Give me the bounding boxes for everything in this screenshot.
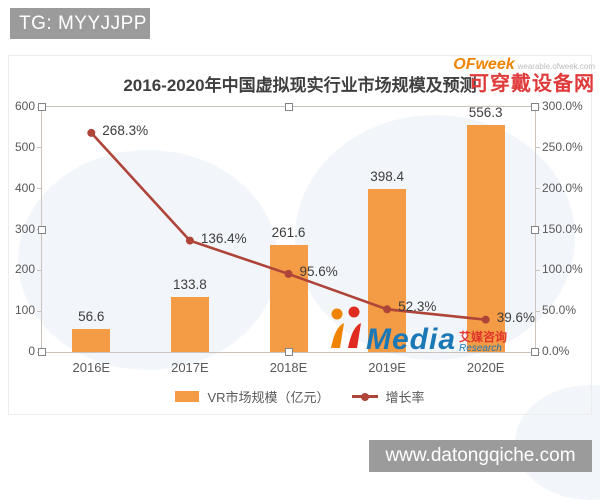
right-axis-tick-label: 250.0% (542, 139, 583, 154)
line-value-label: 136.4% (200, 230, 247, 246)
line-value-label: 95.6% (299, 263, 338, 279)
right-axis-tick (535, 147, 540, 149)
legend-line-label: 增长率 (385, 390, 425, 405)
selection-handle[interactable] (531, 348, 539, 356)
bar-value-label: 556.3 (468, 104, 503, 120)
right-axis-tick (535, 269, 540, 271)
line-value-label: 39.6% (496, 309, 535, 325)
left-axis-tick (37, 188, 42, 190)
right-axis-tick-label: 50.0% (542, 303, 577, 318)
ofweek-logo: OFweek (453, 56, 515, 73)
ofweek-brand-row: OFweek wearable.ofweek.com (453, 56, 595, 74)
right-axis-tick-label: 200.0% (542, 180, 583, 195)
bar-value-label: 261.6 (271, 225, 306, 241)
iimedia-cn-label: 艾媒咨询 (459, 330, 508, 344)
line-value-label: 52.3% (398, 299, 437, 315)
iimedia-people-icon (328, 305, 366, 354)
ofweek-site-name: 可穿戴设备网 (469, 72, 595, 95)
background-watermark-blob (18, 150, 278, 370)
line-value-label: 268.3% (102, 122, 149, 138)
bar-value-label: 133.8 (172, 277, 207, 293)
selection-handle[interactable] (38, 348, 46, 356)
ofweek-domain: wearable.ofweek.com (517, 62, 595, 71)
left-axis-tick-label: 300 (14, 221, 35, 236)
selection-handle[interactable] (38, 225, 46, 234)
growth-rate-line (87, 128, 490, 324)
selection-handle[interactable] (284, 103, 293, 111)
right-axis-tick-label: 300.0% (542, 99, 583, 113)
chart-title: 2016-2020年中国虚拟现实行业市场规模及预测 (123, 76, 477, 95)
left-axis-tick-label: 500 (14, 139, 35, 154)
left-axis-tick-label: 400 (14, 180, 35, 195)
x-axis-label: 2017E (171, 360, 209, 375)
iimedia-en-label: Research (459, 343, 502, 354)
left-axis-tick (37, 147, 42, 149)
right-axis-tick-label: 0.0% (542, 344, 570, 358)
tg-watermark-label: TG: MYYJJPP (10, 8, 150, 39)
legend-bar-swatch (175, 391, 200, 402)
iimedia-brand-text: Media (366, 322, 457, 356)
right-axis-tick (535, 188, 540, 190)
bar-vr-market-size (170, 297, 209, 352)
x-axis-label: 2019E (368, 360, 406, 375)
selection-handle[interactable] (531, 103, 539, 111)
legend-bar-label: VR市场规模（亿元） (207, 390, 330, 405)
left-axis-tick (37, 310, 42, 312)
left-axis-tick-label: 100 (14, 303, 35, 318)
left-axis-tick-label: 200 (14, 262, 35, 277)
legend-line-marker (360, 392, 369, 401)
legend: VR市场规模（亿元） 增长率 (9, 387, 591, 406)
iimedia-sub-text: 艾媒咨询 Research (459, 331, 507, 354)
site-url-label: www.datongqiche.com (369, 440, 592, 472)
right-axis-tick (535, 310, 540, 312)
right-axis-tick-label: 100.0% (542, 262, 583, 277)
selection-handle[interactable] (38, 103, 46, 111)
bar-value-label: 398.4 (370, 169, 404, 185)
ofweek-watermark: OFweek wearable.ofweek.com 可穿戴设备网 (453, 56, 595, 95)
plot-area[interactable]: 56.6 2016E 268.3% 133.8 2017E 136.4% 261.6 2018… (37, 103, 540, 375)
selection-handle[interactable] (531, 225, 539, 234)
selection-handle[interactable] (284, 348, 293, 356)
legend-line-swatch (351, 392, 378, 401)
right-axis-tick-label: 150.0% (542, 221, 583, 236)
left-axis-tick-label: 0 (28, 344, 35, 358)
iimedia-watermark: Media 艾媒咨询 Research (328, 305, 507, 354)
background-watermark-blob (295, 115, 575, 360)
chart-card: 2016-2020年中国虚拟现实行业市场规模及预测 600 500 400 300 20… (8, 55, 592, 415)
bar-vr-market-size (72, 328, 111, 352)
bar-vr-market-size (466, 124, 505, 352)
x-axis-label: 2016E (72, 360, 111, 375)
x-axis-label: 2020E (466, 360, 505, 375)
left-axis-tick-label: 600 (14, 99, 35, 113)
left-axis-tick (37, 269, 42, 271)
bar-value-label: 56.6 (78, 308, 105, 324)
bar-vr-market-size (269, 245, 308, 352)
x-axis-label: 2018E (269, 360, 308, 375)
bar-vr-market-size (368, 189, 407, 352)
